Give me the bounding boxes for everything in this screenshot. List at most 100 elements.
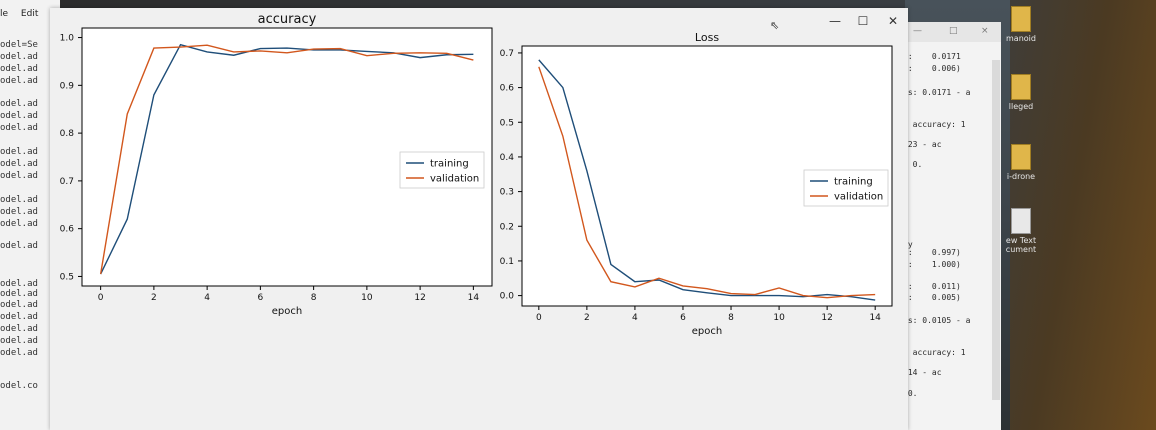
- desktop-icon-folder[interactable]: manoid: [1000, 6, 1042, 43]
- terminal-line: odel.ad: [0, 195, 38, 205]
- close-button[interactable]: ✕: [887, 14, 899, 28]
- x-tick-label: 6: [680, 313, 686, 323]
- y-tick-label: 0.6: [500, 84, 515, 94]
- y-tick-label: 0.7: [500, 49, 514, 59]
- figure-window[interactable]: ⇖ — ☐ ✕ accuracy 0 2 4 6 8 10 12 14 0.5 0.6 0.7 0.8 0…: [50, 8, 908, 430]
- terminal-line: odel=Se: [0, 40, 38, 50]
- terminal-line: odel.ad: [0, 52, 38, 62]
- terminal-line: odel.ad: [0, 76, 38, 86]
- desktop-icon-folder[interactable]: i-drone: [1000, 144, 1042, 181]
- terminal-line: - accuracy: 1: [903, 348, 966, 357]
- terminal-line: odel.ad: [0, 348, 38, 358]
- legend-label-validation: validation: [834, 192, 883, 203]
- folder-icon: [1011, 6, 1031, 32]
- terminal-line: odel.ad: [0, 300, 38, 310]
- legend-label-training: training: [834, 177, 873, 188]
- terminal-line: odel.ad: [0, 159, 38, 169]
- y-tick-label: 0.9: [60, 81, 75, 91]
- series-line-validation: [99, 44, 474, 275]
- x-tick-label: 14: [869, 313, 881, 323]
- y-tick-label: 1.0: [60, 34, 75, 44]
- x-tick-label: 10: [361, 293, 373, 303]
- maximize-button[interactable]: □: [949, 26, 958, 36]
- terminal-line: 0.: [903, 389, 918, 398]
- x-tick-label: 0: [98, 293, 104, 303]
- terminal-line: odel.ad: [0, 111, 38, 121]
- terminal-line: r: 0.997): [903, 248, 961, 257]
- window-title-bar: ⇖ — ☐ ✕: [50, 8, 908, 38]
- series-line-training: [538, 59, 876, 301]
- minimize-button[interactable]: —: [829, 14, 841, 28]
- y-tick-label: 0.6: [60, 225, 75, 235]
- legend-box: [803, 169, 889, 207]
- folder-icon: [1011, 144, 1031, 170]
- desktop-icon-label: i-drone: [1006, 172, 1036, 181]
- terminal-line: 023 - ac: [903, 140, 942, 149]
- desktop-icon-label: ew Text cument: [1005, 236, 1037, 254]
- x-tick-label: 6: [258, 293, 264, 303]
- terminal-line: odel.ad: [0, 171, 38, 181]
- figure-canvas: accuracy 0 2 4 6 8 10 12 14 0.5 0.6 0.7 0.8 0.9 1.0 epo…: [60, 12, 893, 337]
- terminal-line: odel.ad: [0, 241, 38, 251]
- desktop-icon-folder[interactable]: lleged: [1000, 74, 1042, 111]
- maximize-button[interactable]: ☐: [857, 14, 869, 28]
- menu-edit[interactable]: Edit: [20, 9, 39, 19]
- terminal-line: odel.ad: [0, 123, 38, 133]
- terminal-line: ss: 0.0105 - a: [903, 316, 971, 325]
- terminal-line: odel.ad: [0, 99, 38, 109]
- y-tick-label: 0.7: [60, 177, 74, 187]
- desktop-icon-label: manoid: [1006, 34, 1036, 43]
- terminal-line: odel.ad: [0, 324, 38, 334]
- terminal-line: r: 1.000): [903, 260, 961, 269]
- legend-label-training: training: [430, 159, 469, 170]
- y-tick-label: 0.0: [500, 292, 515, 302]
- terminal-line: odel.ad: [0, 289, 38, 299]
- series-line-validation: [538, 66, 876, 299]
- x-tick-label: 12: [821, 313, 832, 323]
- y-tick-label: 0.5: [500, 118, 514, 128]
- mouse-cursor-icon: ⇖: [770, 19, 780, 32]
- folder-icon: [1011, 74, 1031, 100]
- x-tick-label: 10: [773, 313, 785, 323]
- terminal-line: - accuracy: 1: [903, 120, 966, 129]
- terminal-line: odel.ad: [0, 336, 38, 346]
- y-tick-label: 0.3: [500, 188, 514, 198]
- y-tick-label: 0.4: [500, 153, 515, 163]
- terminal-line: r: 0.0171: [903, 52, 961, 61]
- menu-file[interactable]: le: [0, 9, 9, 19]
- close-button[interactable]: ×: [981, 26, 989, 36]
- x-tick-label: 0: [536, 313, 542, 323]
- terminal-line: odel.ad: [0, 64, 38, 74]
- x-tick-label: 12: [414, 293, 425, 303]
- x-tick-label: 4: [204, 293, 210, 303]
- terminal-line: r: 0.011): [903, 282, 961, 291]
- terminal-line: odel.co: [0, 381, 38, 391]
- terminal-scrollbar[interactable]: [992, 60, 1000, 400]
- terminal-line: ss: 0.0171 - a: [903, 88, 971, 97]
- x-tick-label: 8: [728, 313, 734, 323]
- terminal-line: odel.ad: [0, 147, 38, 157]
- terminal-line: odel.ad: [0, 279, 38, 289]
- legend-label-validation: validation: [430, 174, 479, 185]
- x-tick-label: 8: [311, 293, 317, 303]
- series-line-training: [100, 43, 474, 275]
- chart-title: Loss: [695, 31, 719, 44]
- terminal-title-bar: — □ ×: [881, 22, 1001, 42]
- y-tick-label: 0.8: [60, 129, 75, 139]
- x-tick-label: 14: [468, 293, 480, 303]
- x-tick-label: 4: [632, 313, 638, 323]
- terminal-line: odel.ad: [0, 312, 38, 322]
- terminal-line: 014 - ac: [903, 368, 942, 377]
- desktop-icon-label: lleged: [1008, 102, 1034, 111]
- y-tick-label: 0.5: [60, 272, 74, 282]
- x-axis-label: epoch: [692, 326, 722, 337]
- chart-title: accuracy: [258, 12, 317, 27]
- legend-box: [399, 151, 485, 189]
- terminal-line: odel.ad: [0, 219, 38, 229]
- x-tick-label: 2: [584, 313, 590, 323]
- terminal-line: r: 0.005): [903, 293, 961, 302]
- desktop-icon-text-document[interactable]: ew Text cument: [1000, 208, 1042, 254]
- x-tick-label: 2: [151, 293, 157, 303]
- minimize-button[interactable]: —: [913, 26, 922, 36]
- x-axis-label: epoch: [272, 306, 302, 317]
